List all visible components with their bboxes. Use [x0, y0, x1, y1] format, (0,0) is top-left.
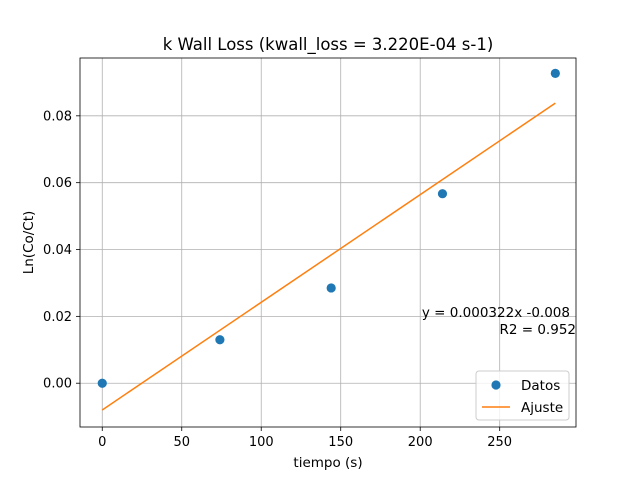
y-tick-label: 0.04: [43, 243, 72, 258]
series-layer: [97, 68, 560, 411]
grid-layer: [80, 58, 576, 427]
x-tick-label: 150: [328, 435, 353, 450]
plot-frame: [79, 57, 577, 428]
y-tick-label: 0.00: [43, 377, 72, 392]
data-point-datos: [437, 189, 448, 199]
x-tick-label: 50: [173, 435, 190, 450]
chart-title: k Wall Loss (kwall_loss = 3.220E-04 s-1): [163, 35, 494, 55]
legend-label-ajuste: Ajuste: [521, 400, 563, 416]
legend-marker-datos: [491, 380, 501, 390]
data-point-datos: [550, 68, 560, 78]
r2-annotation: R2 = 0.952: [499, 322, 576, 338]
legend: Datos Ajuste: [475, 370, 570, 421]
y-tick-label: 0.06: [43, 176, 72, 191]
tick-layer: 0 50 100 150 200 250 0.00 0.02 0.04 0.06 0.08: [43, 109, 512, 450]
fit-equation-annotation: y = 0.000322x -0.008: [422, 305, 570, 321]
fit-line-ajuste: [101, 102, 556, 411]
x-tick-label: 200: [408, 435, 433, 450]
data-point-datos: [326, 283, 336, 293]
y-axis-label: Ln(Co/Ct): [21, 211, 37, 275]
x-axis-label: tiempo (s): [293, 455, 362, 471]
x-tick-label: 100: [249, 435, 274, 450]
data-point-datos: [97, 378, 107, 388]
y-tick-label: 0.02: [43, 310, 72, 325]
y-tick-label: 0.08: [43, 109, 72, 124]
data-point-datos: [215, 335, 225, 345]
x-tick-label: 0: [98, 435, 106, 450]
legend-label-datos: Datos: [521, 378, 560, 394]
x-tick-label: 250: [487, 435, 512, 450]
